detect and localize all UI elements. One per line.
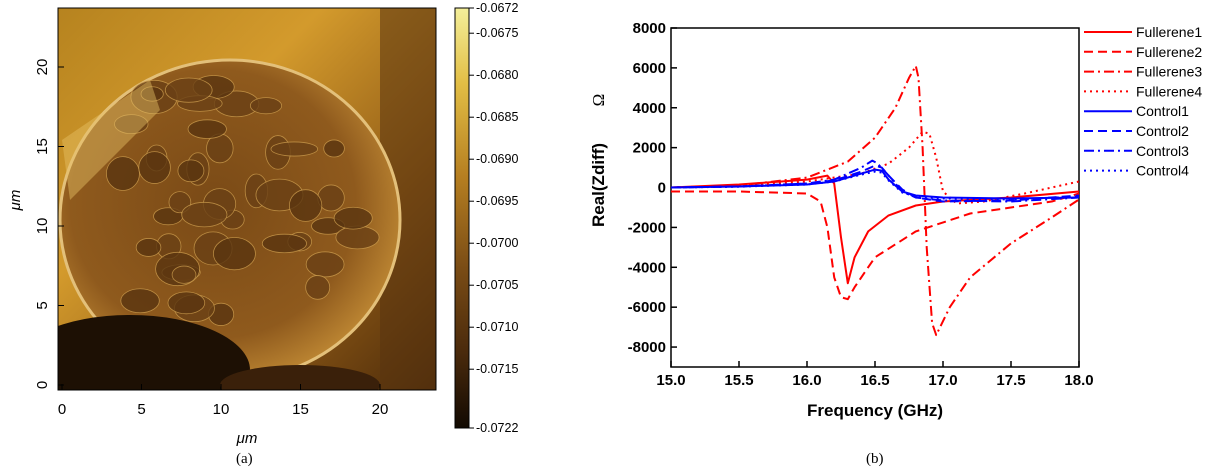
afm-grain [120, 288, 160, 314]
afm-grain [288, 189, 323, 222]
afm-grain [323, 139, 345, 158]
colorbar-tick-label: -0.0700 [476, 236, 518, 250]
afm-grain [114, 114, 149, 135]
y-axis: 8000 6000 4000 2000 0 -2000 -4000 -6000 -8000 [628, 20, 677, 356]
colorbar-tick-label: -0.0680 [476, 68, 518, 82]
series-line-fullerene2 [671, 190, 1080, 301]
afm-x-tick-label: 20 [372, 401, 389, 418]
y-tick-label: -8000 [628, 339, 666, 356]
x-tick-label: 17.0 [928, 372, 957, 389]
afm-grain [181, 201, 228, 228]
y-axis-unit: Ω [589, 94, 608, 107]
y-tick-label: 8000 [633, 20, 666, 37]
legend-label: Fullerene3 [1136, 64, 1202, 80]
afm-y-tick-label: 0 [34, 381, 51, 389]
afm-x-tick-label: 0 [58, 401, 66, 418]
caption-b: (b) [866, 451, 884, 467]
x-tick-label: 18.0 [1064, 372, 1093, 389]
caption-a: (a) [236, 451, 253, 467]
afm-dark-region [58, 315, 250, 390]
colorbar [454, 7, 470, 429]
panel-b: 15.0 15.5 16.0 16.5 17.0 17.5 18.0 8000 6000 400… [589, 20, 1202, 420]
colorbar-tick-label: -0.0695 [476, 194, 518, 208]
series-line-control4 [670, 170, 1080, 201]
series-line-fullerene4 [670, 130, 1080, 205]
afm-y-tick-label: 15 [34, 138, 51, 155]
legend-label: Fullerene4 [1136, 83, 1202, 99]
afm-y-axis: 0 5 10 15 20 [34, 59, 64, 389]
x-tick-label: 17.5 [996, 372, 1025, 389]
legend: Fullerene1 Fullerene2 Fullerene3 Fullerene4… [1084, 24, 1202, 179]
afm-x-label: μm [236, 430, 258, 447]
y-tick-label: -6000 [628, 299, 666, 316]
afm-x-tick-label: 5 [137, 401, 145, 418]
afm-grain [270, 141, 319, 157]
legend-label: Control1 [1136, 103, 1189, 119]
series-line-control2 [670, 164, 1080, 203]
x-tick-label: 15.5 [724, 372, 753, 389]
afm-grain [105, 156, 140, 191]
afm-x-axis: 0 5 10 15 20 [58, 384, 389, 418]
afm-grain [138, 151, 171, 184]
series-line-control3 [670, 159, 1080, 203]
legend-label: Fullerene1 [1136, 24, 1202, 40]
afm-y-tick-label: 20 [34, 59, 51, 76]
x-tick-label: 15.0 [656, 372, 685, 389]
afm-grain [335, 225, 380, 250]
afm-bright-streak [62, 80, 160, 200]
x-tick-label: 16.5 [860, 372, 889, 389]
afm-grain [135, 238, 162, 257]
series-lines [670, 64, 1080, 337]
legend-label: Fullerene2 [1136, 44, 1202, 60]
colorbar-tick-label: -0.0685 [476, 110, 518, 124]
series-line-fullerene1 [670, 174, 1080, 285]
x-tick-label: 16.0 [792, 372, 821, 389]
afm-grain [249, 97, 283, 115]
x-axis-label: Frequency (GHz) [807, 401, 943, 420]
colorbar-tick-label: -0.0675 [476, 26, 518, 40]
y-tick-label: 6000 [633, 60, 666, 77]
y-tick-label: 0 [658, 180, 666, 197]
legend-label: Control2 [1136, 123, 1189, 139]
afm-grain [171, 265, 197, 284]
y-tick-label: 2000 [633, 140, 666, 157]
afm-y-label: μm [7, 190, 24, 212]
afm-y-tick-label: 5 [34, 301, 51, 309]
colorbar-tick-label: -0.0672 [476, 1, 518, 15]
colorbar-tick-label: -0.0690 [476, 152, 518, 166]
afm-frame [57, 7, 437, 391]
x-axis: 15.0 15.5 16.0 16.5 17.0 17.5 18.0 [656, 361, 1094, 389]
afm-grain [164, 77, 213, 103]
series-line-fullerene3 [670, 64, 1080, 337]
afm-grains [105, 75, 380, 326]
afm-grain [305, 251, 345, 278]
afm-image [58, 8, 436, 390]
afm-grain [140, 86, 164, 102]
legend-label: Control4 [1136, 163, 1189, 179]
afm-grain [305, 275, 331, 300]
afm-grain [212, 237, 256, 271]
y-tick-label: 4000 [633, 100, 666, 117]
afm-grain [187, 119, 227, 139]
afm-grain [167, 291, 206, 315]
legend-label: Control3 [1136, 143, 1189, 159]
afm-x-tick-label: 15 [292, 401, 309, 418]
y-tick-label: -4000 [628, 259, 666, 276]
afm-grain [333, 206, 373, 230]
colorbar-tick-label: -0.0705 [476, 278, 518, 292]
colorbar-ticks: -0.0672 -0.0675 -0.0680 -0.0685 -0.0690 -0.06… [469, 1, 518, 435]
afm-dark-region-2 [220, 365, 380, 390]
afm-grain [261, 233, 308, 254]
afm-grain [177, 159, 205, 183]
afm-y-tick-label: 10 [34, 218, 51, 235]
colorbar-tick-label: -0.0710 [476, 320, 518, 334]
afm-x-tick-label: 10 [213, 401, 230, 418]
colorbar-tick-label: -0.0715 [476, 362, 518, 376]
colorbar-tick-label: -0.0722 [476, 421, 518, 435]
y-axis-label: Real(Zdiff) [589, 143, 608, 227]
y-tick-label: -2000 [628, 219, 666, 236]
